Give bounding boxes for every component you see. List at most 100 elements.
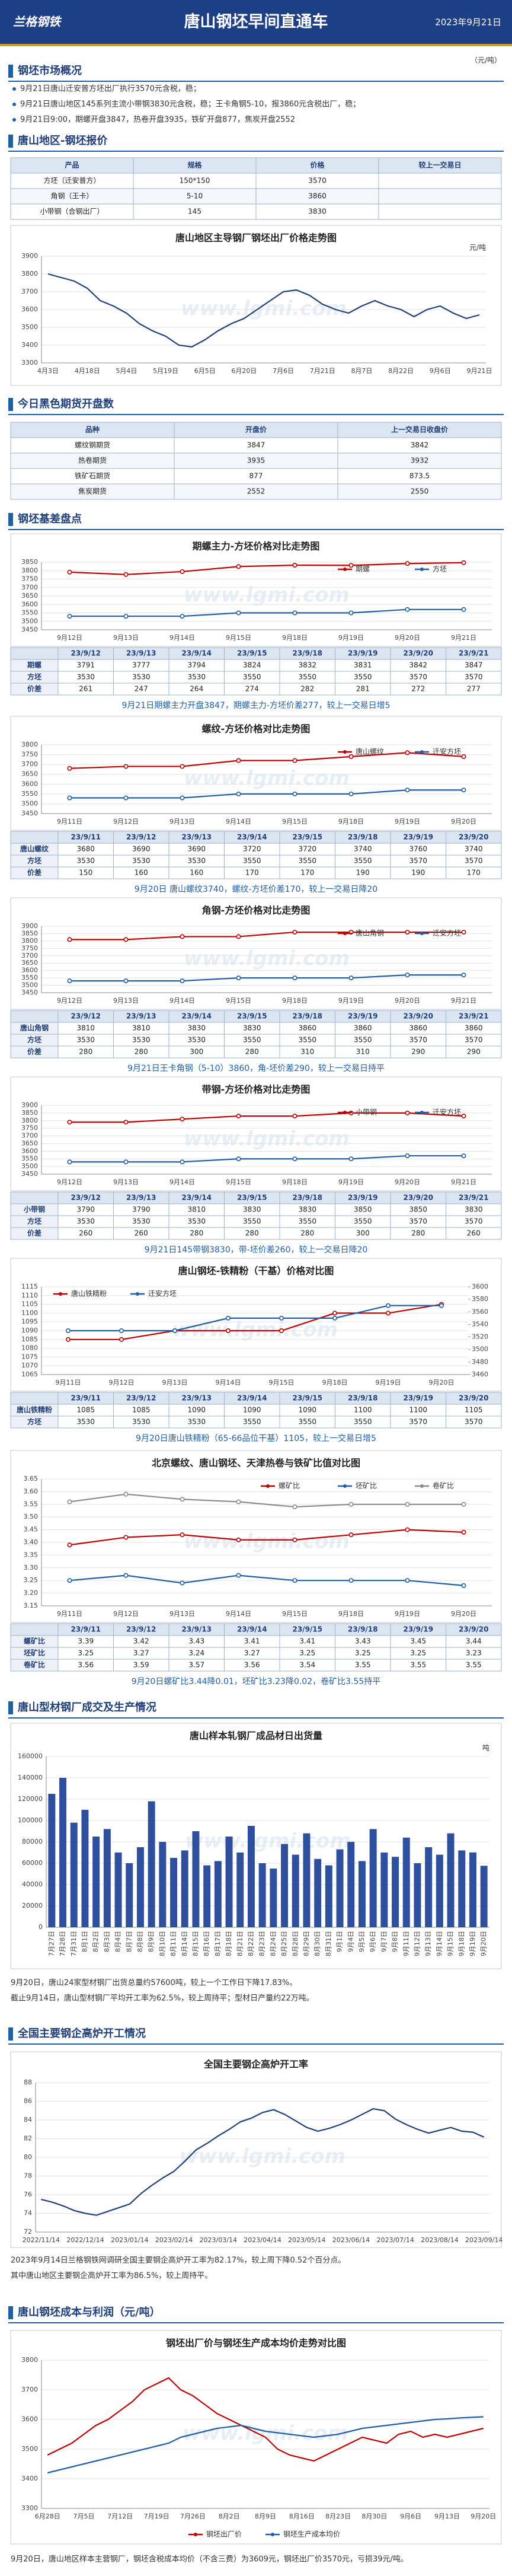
table-header: 23/9/14: [181, 1012, 212, 1021]
table-cell: 280: [190, 1229, 203, 1238]
table-cell: 3530: [187, 673, 206, 681]
point: [67, 1120, 72, 1125]
table-cell: 3.55: [410, 1661, 426, 1669]
legend-dot: [420, 1111, 424, 1114]
table-cell: 3550: [243, 1418, 261, 1426]
table-cell: 280: [245, 1229, 259, 1238]
series-line: [69, 752, 464, 769]
legend-label: 唐山螺纹: [356, 747, 384, 756]
table-cell: 3935: [247, 457, 265, 465]
y2-tick-label: 3500: [472, 1346, 488, 1353]
table-row-name: 方坯: [27, 856, 41, 865]
table-cell: 280: [135, 1048, 148, 1056]
y-tick-label: 3800: [21, 566, 38, 574]
table-cell: 3530: [187, 857, 206, 865]
bar: [425, 1847, 433, 1927]
table-cell: 3.43: [355, 1637, 371, 1646]
x-tick-label: 7月27日: [47, 1931, 55, 1956]
table-header: 产品: [65, 161, 79, 170]
unit-label: 元/吨: [469, 244, 486, 252]
x-tick-label: 8月30日: [313, 1931, 321, 1956]
table-header: 23/9/12: [126, 1394, 156, 1402]
bar: [48, 1794, 56, 1927]
table-cell: 3530: [187, 1418, 206, 1426]
x-tick-label: 9月15日: [226, 1178, 251, 1186]
chart-frame: [10, 897, 502, 1010]
chart-title: 唐山样本轧钢厂成品材日出货量: [190, 1730, 322, 1742]
table-header: 23/9/14: [237, 1625, 267, 1634]
bar: [292, 1854, 299, 1927]
table-header: 23/9/20: [403, 649, 433, 658]
table-cell: 3830: [308, 208, 327, 216]
table-cell-box: [174, 452, 338, 469]
table-header-cell: [174, 422, 338, 438]
x-tick-label: 9月20日: [395, 997, 420, 1005]
point: [461, 1501, 466, 1507]
series-line: [69, 608, 464, 617]
y-tick-label: 20000: [22, 1902, 43, 1909]
y-tick-label: 3800: [21, 1117, 38, 1124]
y-tick-label: 3500: [21, 2445, 38, 2453]
table-row-name: 唐山铁精粉: [17, 1405, 52, 1414]
table-cell-box: [133, 188, 257, 205]
table-cell-box: [446, 866, 502, 879]
table-cell: 150: [79, 869, 92, 877]
table-header: 23/9/14: [181, 649, 212, 658]
x-tick-label: 7月5日: [73, 2513, 95, 2520]
table-header: 23/9/12: [71, 1012, 101, 1021]
y-tick-label: 3650: [21, 770, 38, 778]
table-cell: 277: [467, 685, 481, 693]
table-row-name: 卷矿比: [23, 1660, 45, 1669]
point: [292, 975, 297, 981]
paragraph: 9月20日，唐山24家型材钢厂出货总量约57600吨，较上一个工作日下降17.8…: [11, 1978, 297, 1988]
point: [348, 610, 354, 616]
table-cell: 3550: [243, 1036, 261, 1044]
table-cell-box: [10, 173, 134, 189]
point: [119, 1337, 124, 1342]
table-cell: 3850: [354, 1206, 372, 1214]
x-tick-label: 8月23日: [258, 1931, 266, 1956]
legend-label: 迁安方坯: [433, 747, 461, 756]
x-tick-label: 9月12日: [57, 1178, 82, 1186]
point: [123, 614, 129, 619]
point: [385, 1311, 391, 1316]
table-cell: 310: [300, 1048, 314, 1056]
table-cell: 3.42: [133, 1637, 149, 1646]
x-tick-label: 9月15日: [447, 1931, 455, 1956]
x-tick-label: 7月19日: [144, 2513, 169, 2520]
point: [332, 1315, 337, 1321]
x-tick-label: 8月29日: [302, 1931, 310, 1956]
table-cell: 290: [411, 1048, 425, 1056]
point: [172, 1328, 177, 1334]
x-tick-label: 8月25日: [280, 1931, 288, 1956]
paragraph: 截止9月14日，唐山型材钢厂平均开工率为62.5%，较上周持平；型材日产量约22…: [11, 1994, 314, 2003]
y-tick-label: 3700: [21, 2386, 38, 2393]
table-cell: 160: [190, 869, 203, 877]
x-tick-label: 2023/05/14: [288, 2236, 325, 2244]
table-cell-box: [446, 1045, 502, 1059]
legend-label: 迁安方坯: [433, 1108, 461, 1117]
table-cell: 3777: [132, 661, 151, 669]
table-header: 23/9/20: [459, 1394, 489, 1402]
y-tick-label: 3500: [21, 799, 38, 807]
x-tick-label: 9月11日: [57, 1610, 82, 1618]
table-header-cell: [255, 157, 379, 174]
bullet-dot: [12, 118, 16, 122]
table-cell: 2552: [247, 487, 265, 496]
x-tick-label: 8月4日: [114, 1931, 122, 1952]
point: [123, 572, 129, 577]
watermark: www.lgmi.com: [172, 1318, 338, 1342]
y-tick-label: 3800: [21, 270, 38, 278]
point: [123, 764, 129, 769]
point: [292, 1537, 297, 1542]
table-cell: 3530: [76, 673, 95, 681]
bar: [480, 1866, 488, 1927]
x-tick-label: 9月20日: [429, 1379, 455, 1386]
table-cell: 877: [249, 472, 263, 480]
x-tick-label: 9月15日: [269, 1379, 295, 1386]
x-tick-label: 9月14日: [226, 818, 251, 825]
table-cell: 小带钢（合钢出厂）: [40, 207, 104, 216]
x-tick-label: 9月12日: [109, 1379, 135, 1386]
y-tick-label: 1090: [21, 1327, 38, 1334]
x-tick-label: 9月6日: [369, 1931, 377, 1952]
